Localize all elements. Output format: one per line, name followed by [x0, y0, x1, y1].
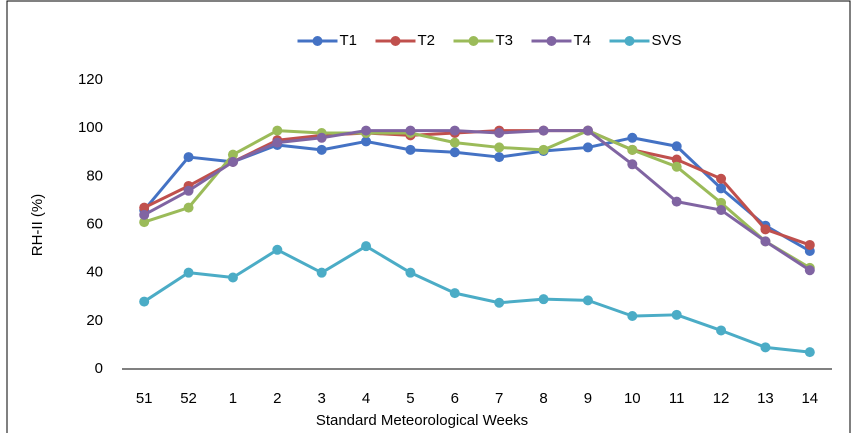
data-point	[760, 236, 771, 247]
data-point	[582, 295, 593, 306]
data-point	[627, 159, 638, 170]
data-point	[227, 156, 238, 167]
data-point	[405, 125, 416, 136]
data-point	[316, 144, 327, 155]
data-point	[582, 125, 593, 136]
y-tick-label: 40	[86, 264, 103, 281]
data-point	[227, 149, 238, 160]
data-point	[671, 161, 682, 172]
data-point	[361, 136, 372, 147]
data-point	[494, 127, 505, 138]
data-point	[183, 185, 194, 196]
x-tick-label: 12	[713, 390, 730, 407]
data-point	[716, 205, 727, 216]
data-point	[139, 296, 150, 307]
legend-marker	[624, 36, 635, 46]
x-tick-label: 5	[406, 390, 414, 407]
series-line	[143, 244, 810, 354]
legend-label: T2	[418, 32, 436, 49]
data-point	[139, 209, 150, 220]
x-tick-label: 13	[757, 390, 774, 407]
x-tick-label: 10	[624, 390, 641, 407]
y-tick-label: 20	[86, 312, 103, 329]
x-tick-label: 9	[584, 390, 592, 407]
legend-label: T3	[496, 32, 514, 49]
data-point	[671, 154, 682, 165]
data-point	[760, 224, 771, 235]
y-tick-label: 0	[95, 360, 103, 377]
x-tick-label: 11	[669, 390, 685, 407]
legend-marker	[546, 36, 557, 46]
data-point	[582, 142, 593, 153]
data-point	[494, 297, 505, 308]
data-point	[272, 244, 283, 255]
series-line	[143, 129, 811, 270]
data-point	[449, 137, 460, 148]
data-point	[538, 144, 549, 155]
data-point	[449, 125, 460, 136]
y-axis-title: RH-II (%)	[29, 194, 46, 257]
data-point	[804, 347, 815, 358]
series-line	[143, 129, 811, 272]
data-point	[183, 152, 194, 163]
x-tick-label: 2	[273, 390, 281, 407]
x-tick-label: 52	[180, 390, 197, 407]
data-point	[716, 197, 727, 208]
data-point	[627, 132, 638, 143]
legend-marker	[468, 36, 479, 46]
data-point	[760, 342, 771, 353]
x-axis-title: Standard Meteorological Weeks	[316, 412, 528, 429]
data-point	[183, 267, 194, 278]
data-point	[671, 196, 682, 207]
data-point	[538, 125, 549, 136]
legend-label: T4	[574, 32, 592, 49]
y-tick-label: 100	[78, 119, 103, 136]
data-point	[716, 173, 727, 184]
x-tick-label: 1	[229, 390, 237, 407]
data-point	[804, 239, 815, 250]
y-tick-label: 80	[86, 167, 103, 184]
y-tick-label: 60	[86, 215, 103, 232]
data-point	[494, 152, 505, 163]
chart-frame	[6, 0, 851, 433]
data-point	[716, 325, 727, 336]
data-point	[139, 202, 150, 213]
legend-marker	[390, 36, 401, 46]
data-point	[405, 144, 416, 155]
legend-label: SVS	[652, 32, 682, 49]
data-point	[183, 202, 194, 213]
x-tick-label: 7	[495, 390, 503, 407]
data-point	[627, 144, 638, 155]
x-tick-label: 51	[136, 390, 153, 407]
data-point	[139, 217, 150, 228]
data-point	[804, 265, 815, 276]
data-point	[361, 241, 372, 252]
data-point	[316, 132, 327, 143]
data-point	[538, 294, 549, 305]
data-point	[671, 141, 682, 152]
x-tick-label: 6	[451, 390, 459, 407]
x-tick-label: 8	[539, 390, 547, 407]
data-point	[449, 147, 460, 158]
legend-marker	[312, 36, 323, 46]
data-point	[361, 125, 372, 136]
x-tick-label: 4	[362, 390, 370, 407]
data-point	[405, 267, 416, 278]
data-point	[494, 142, 505, 153]
data-point	[671, 309, 682, 320]
data-point	[716, 183, 727, 194]
data-point	[272, 137, 283, 148]
x-tick-label: 3	[318, 390, 326, 407]
legend-label: T1	[340, 32, 358, 49]
y-tick-label: 120	[78, 71, 103, 88]
data-point	[227, 272, 238, 283]
data-point	[272, 125, 283, 136]
data-point	[316, 267, 327, 278]
x-tick-label: 14	[801, 390, 818, 407]
data-point	[627, 311, 638, 322]
data-point	[449, 288, 460, 299]
